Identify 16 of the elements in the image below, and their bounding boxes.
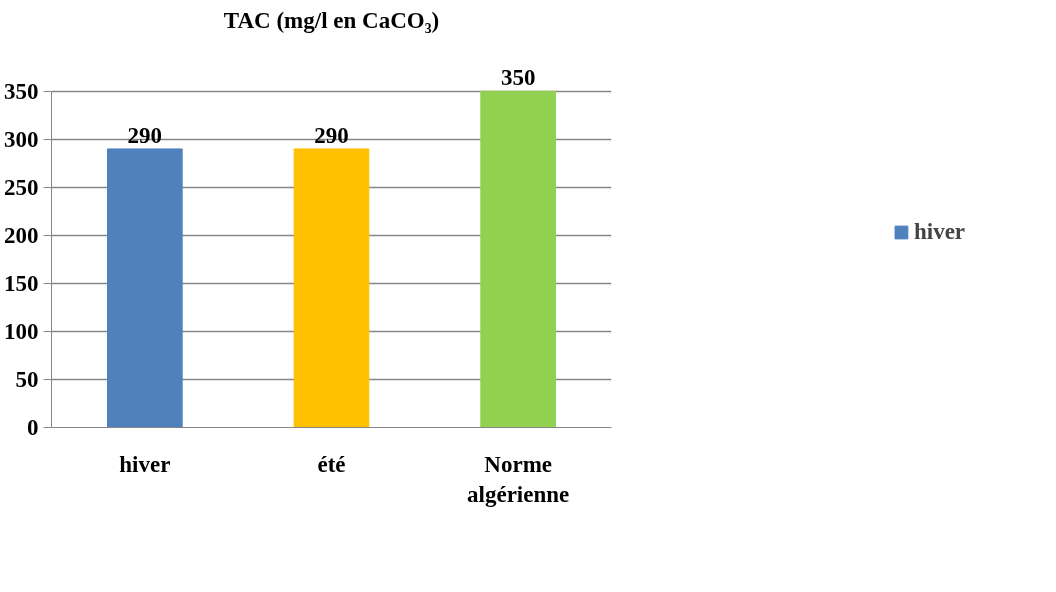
y-tick-label: 50 — [15, 366, 39, 392]
x-tick-label: hiver — [119, 451, 171, 477]
x-tick-label: été — [317, 451, 346, 477]
chart-title: TAC (mg/l en CaCO₃) — [223, 7, 440, 33]
y-tick-label: 300 — [4, 126, 39, 152]
y-tick-label: 0 — [27, 415, 39, 440]
data-label: 290 — [127, 122, 163, 148]
y-tick-label: 100 — [4, 318, 39, 344]
legend-label: hiver — [913, 219, 966, 245]
y-tick-label: 350 — [4, 78, 39, 104]
data-label: 350 — [500, 65, 536, 91]
y-tick-label: 250 — [4, 174, 39, 200]
x-tick-label: Norme algérienne — [467, 451, 570, 507]
y-tick-label: 200 — [4, 222, 39, 248]
data-label: 290 — [314, 122, 349, 148]
y-tick-label: 150 — [4, 270, 39, 296]
